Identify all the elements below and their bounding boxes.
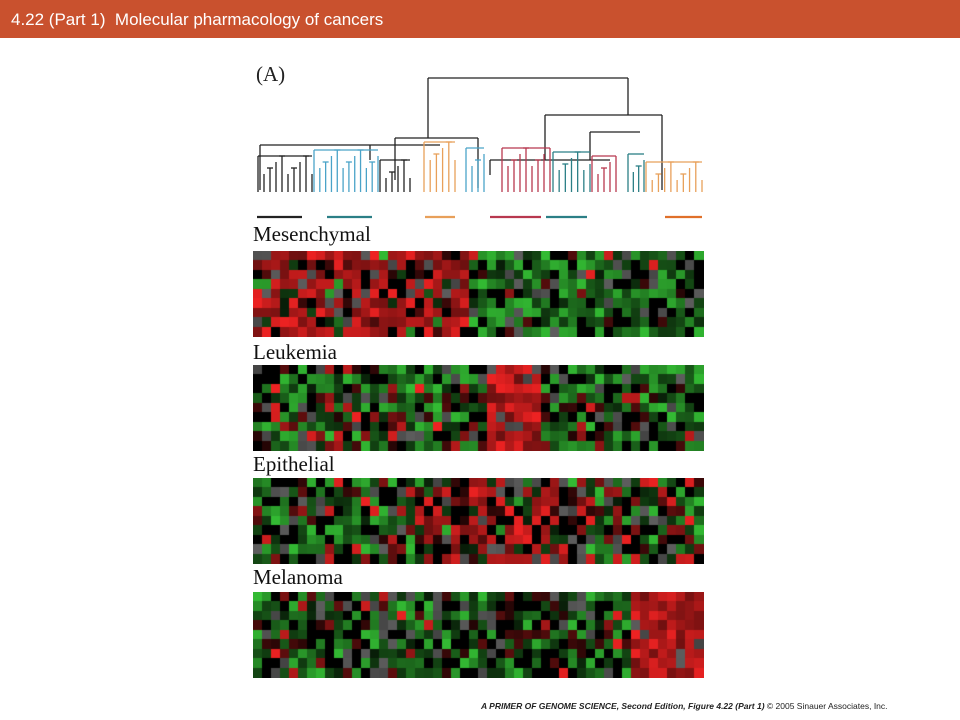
section-label-mesenchymal: Mesenchymal bbox=[253, 222, 371, 246]
footer-book-title: A PRIMER OF GENOME SCIENCE, Second Editi… bbox=[481, 701, 765, 711]
footer-copyright: © 2005 Sinauer Associates, Inc. bbox=[766, 701, 888, 711]
panel-label: (A) bbox=[256, 62, 286, 86]
section-label-epithelial: Epithelial bbox=[253, 452, 335, 476]
heatmap-melanoma bbox=[253, 592, 704, 678]
section-label-melanoma: Melanoma bbox=[253, 565, 343, 589]
dendrogram bbox=[257, 77, 703, 219]
slide-title: 4.22 (Part 1) Molecular pharmacology of … bbox=[11, 10, 384, 29]
heatmap-leukemia bbox=[253, 365, 704, 451]
title-bar: 4.22 (Part 1) Molecular pharmacology of … bbox=[0, 0, 960, 38]
section-label-leukemia: Leukemia bbox=[253, 340, 337, 364]
heatmap-mesenchymal bbox=[253, 251, 704, 337]
heatmap-epithelial bbox=[253, 478, 704, 564]
footer-citation: A PRIMER OF GENOME SCIENCE, Second Editi… bbox=[481, 701, 888, 711]
